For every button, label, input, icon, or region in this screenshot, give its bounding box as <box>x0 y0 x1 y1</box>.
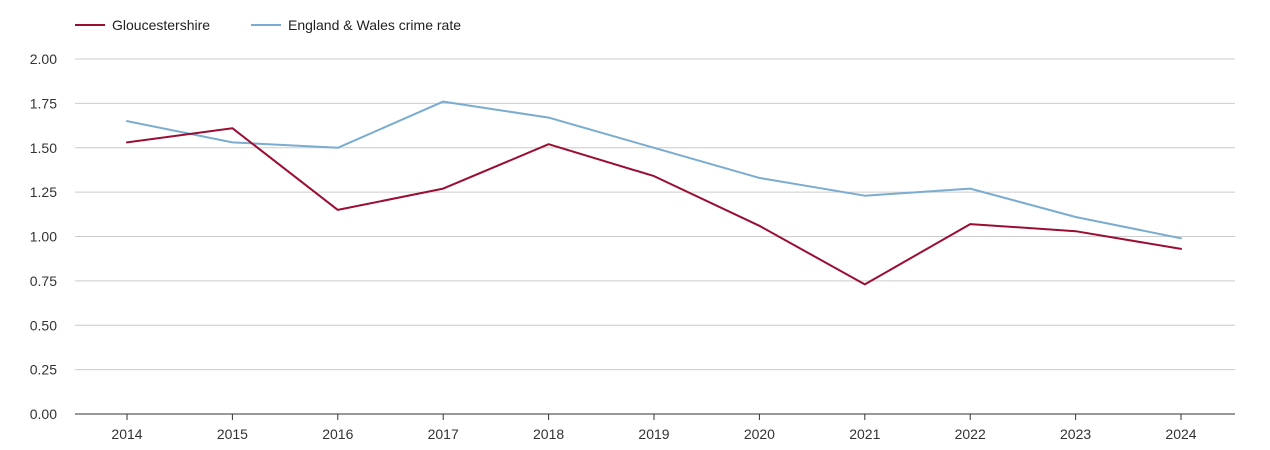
x-tick-label: 2015 <box>217 426 248 442</box>
legend-label: Gloucestershire <box>112 17 210 33</box>
legend-item-england-wales-crime-rate: England & Wales crime rate <box>251 17 461 33</box>
x-tick-label: 2020 <box>744 426 775 442</box>
y-tick-label: 1.50 <box>30 140 57 156</box>
series-line-gloucestershire <box>126 127 1182 286</box>
legend: Gloucestershire England & Wales crime rat… <box>75 17 461 33</box>
x-tick-label: 2024 <box>1165 426 1196 442</box>
series-line-england-wales-crime-rate <box>126 100 1182 240</box>
x-tick-label: 2021 <box>849 426 880 442</box>
y-tick-label: 2.00 <box>30 51 57 67</box>
legend-label: England & Wales crime rate <box>288 17 461 33</box>
series-group <box>126 100 1182 286</box>
x-tick-label: 2019 <box>638 426 669 442</box>
y-tick-label: 0.00 <box>30 406 57 422</box>
y-axis-ticks: 0.00 0.25 0.50 0.75 1.00 1.25 1.50 1.75 2.00 <box>30 51 57 422</box>
y-tick-label: 1.00 <box>30 229 57 245</box>
y-tick-label: 0.75 <box>30 273 57 289</box>
x-tick-label: 2014 <box>111 426 142 442</box>
y-tick-label: 1.75 <box>30 95 57 111</box>
x-tick-label: 2016 <box>322 426 353 442</box>
y-tick-label: 1.25 <box>30 184 57 200</box>
x-tick-label: 2017 <box>428 426 459 442</box>
y-tick-label: 0.50 <box>30 317 57 333</box>
gridlines <box>75 58 1235 371</box>
legend-item-gloucestershire: Gloucestershire <box>75 17 210 33</box>
x-tick-label: 2018 <box>533 426 564 442</box>
y-tick-label: 0.25 <box>30 362 57 378</box>
x-tick-label: 2022 <box>955 426 986 442</box>
x-tick-label: 2023 <box>1060 426 1091 442</box>
x-axis-ticks: 2014 2015 2016 2017 2018 2019 2020 2021 2022 2023… <box>111 414 1197 442</box>
